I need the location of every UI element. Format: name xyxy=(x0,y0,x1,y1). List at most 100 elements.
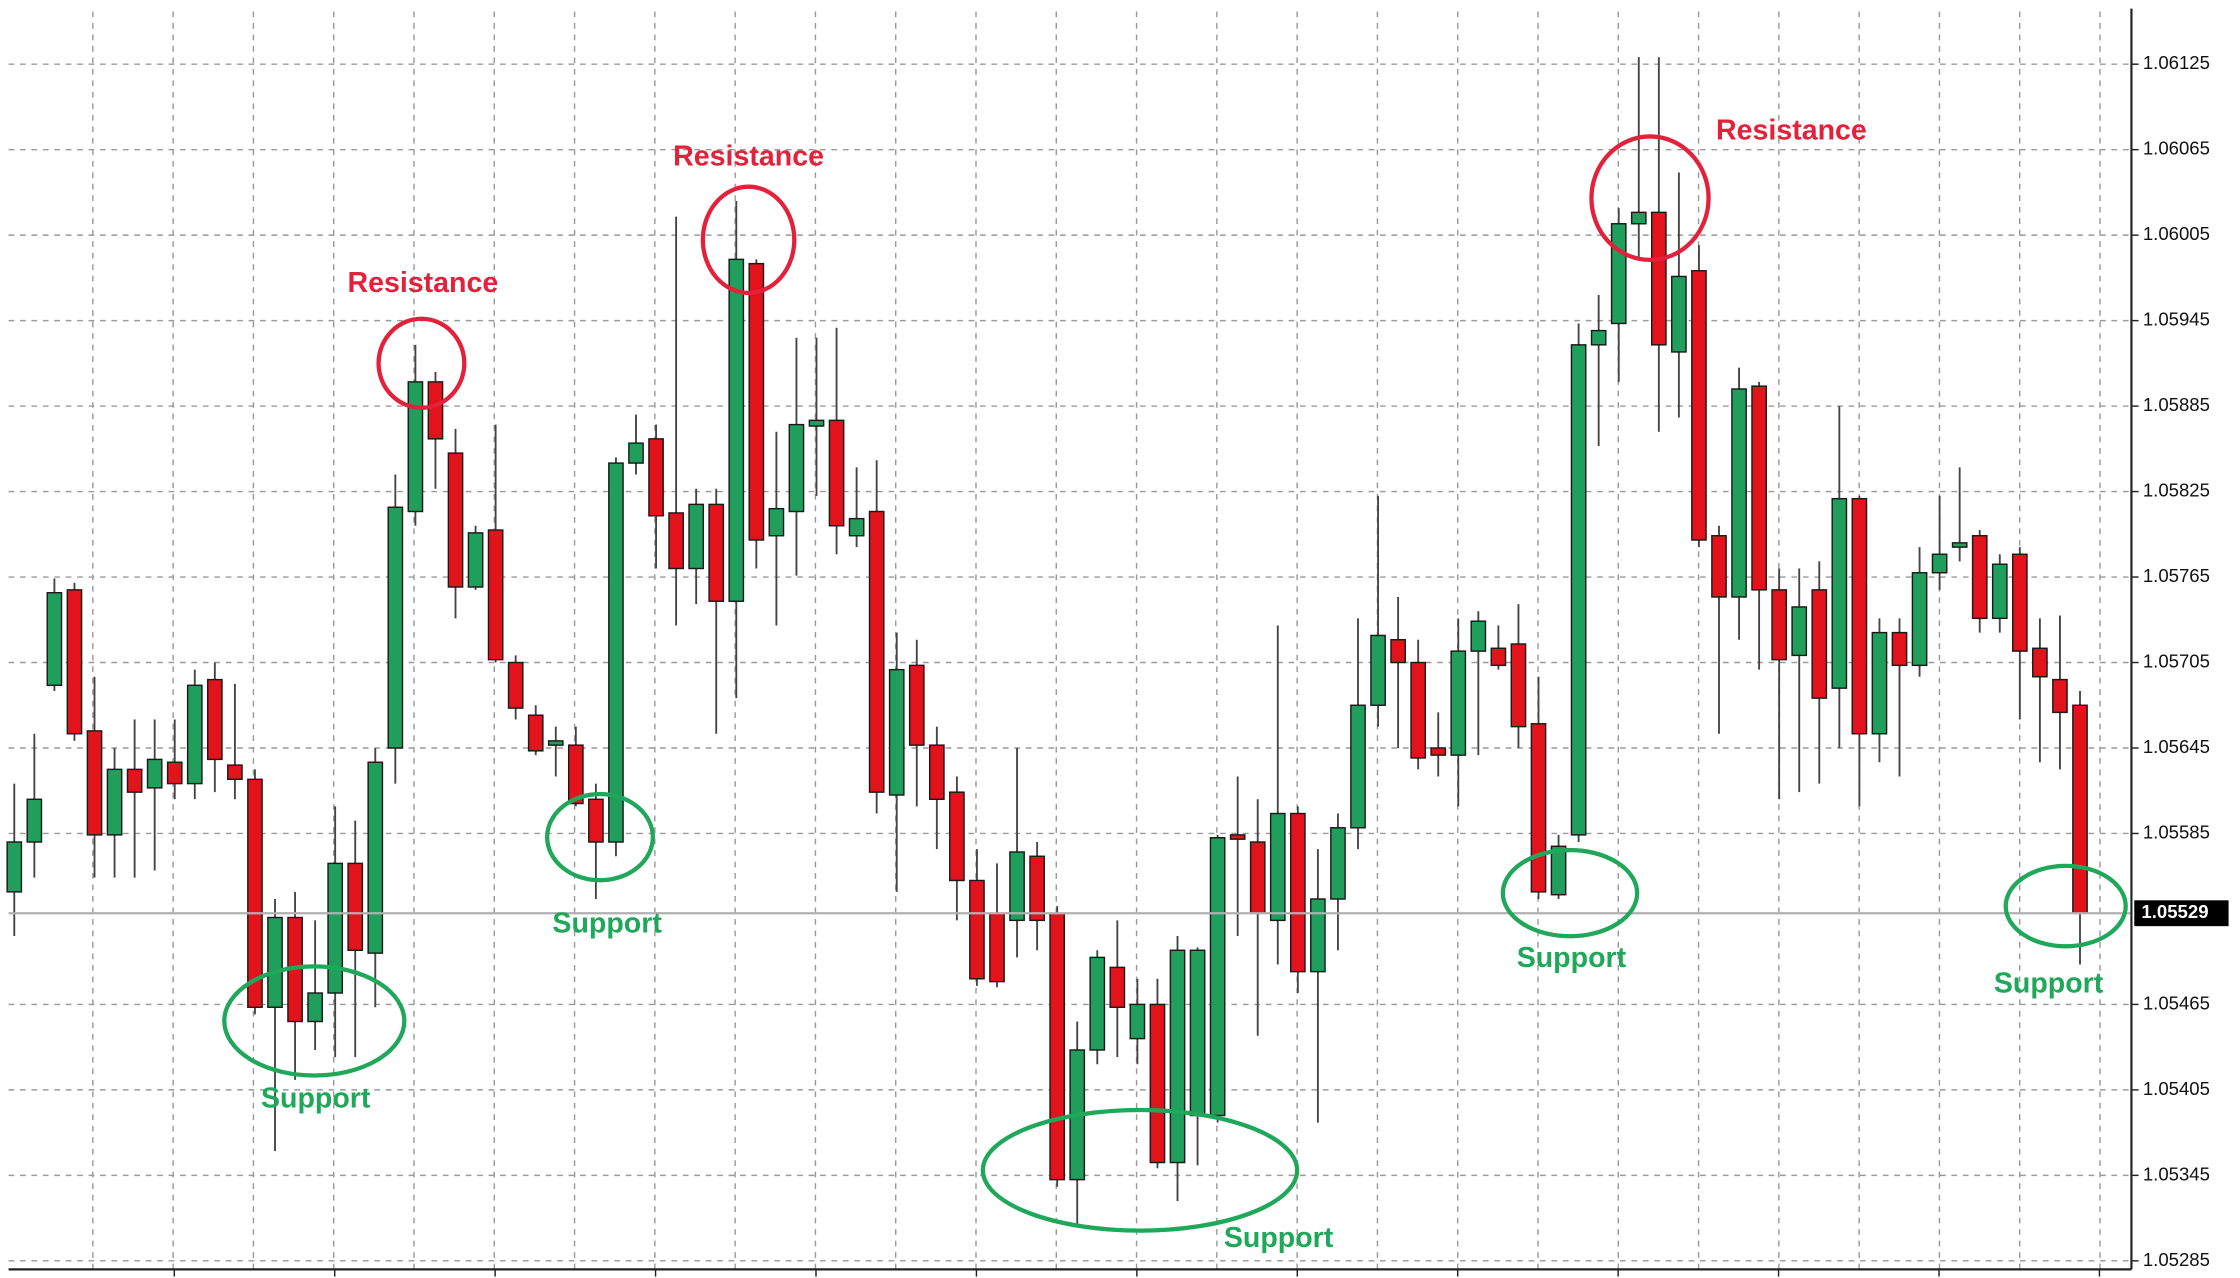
candle-body xyxy=(46,591,63,687)
y-tick-label: 1.05705 xyxy=(2143,650,2210,671)
candle-body xyxy=(307,992,323,1023)
annotation-text: Support xyxy=(552,907,662,939)
candle-body xyxy=(1951,542,1968,548)
y-tick-label: 1.06125 xyxy=(2143,52,2210,73)
candle-body xyxy=(1911,572,1928,667)
candle-body xyxy=(1570,344,1587,836)
annotation-ellipse xyxy=(2003,863,2128,949)
candle-body xyxy=(327,862,344,994)
candle-body xyxy=(26,798,43,843)
candle-body xyxy=(507,661,524,709)
candle-body xyxy=(969,879,985,980)
candle-body xyxy=(888,668,905,796)
candle-body xyxy=(1169,949,1186,1164)
candle-body xyxy=(928,744,945,800)
candle-body xyxy=(1771,589,1788,661)
candle-body xyxy=(1209,837,1226,1117)
candle-body xyxy=(1671,275,1687,353)
annotations: Resistance Resistance Resistance Support Sup… xyxy=(222,115,2128,1254)
candle-body xyxy=(1630,211,1647,225)
last-price-label: 1.05529 xyxy=(2141,901,2208,922)
y-tick-label: 1.05585 xyxy=(2143,821,2210,842)
candle-body xyxy=(487,529,504,661)
candle-body xyxy=(1410,661,1427,759)
candle-body xyxy=(828,419,845,527)
candle-body xyxy=(949,791,965,882)
candle-body xyxy=(688,503,705,570)
candle-body xyxy=(1129,1003,1146,1040)
candle-body xyxy=(1891,631,1908,667)
y-tick-label: 1.05765 xyxy=(2143,565,2210,586)
candle-body xyxy=(1811,589,1828,699)
candle-body xyxy=(86,730,103,836)
candle-body xyxy=(1009,851,1025,922)
y-tick-label: 1.05945 xyxy=(2143,309,2210,330)
candle-body xyxy=(908,664,925,746)
annotation-text: Support xyxy=(1517,942,1627,974)
annotation-ellipse xyxy=(980,1107,1300,1233)
candle-body xyxy=(1109,966,1126,1008)
candle-body xyxy=(1691,270,1707,541)
candle-body xyxy=(1490,647,1507,667)
candle-body xyxy=(1971,535,1988,620)
candle-body xyxy=(668,512,684,570)
y-tick-label: 1.06065 xyxy=(2143,138,2210,159)
candle-body xyxy=(1871,631,1888,735)
candle-body xyxy=(166,761,183,785)
candle-body xyxy=(648,438,664,517)
y-tick-label: 1.05645 xyxy=(2143,736,2210,757)
candle-body xyxy=(1049,912,1066,1181)
candle-body xyxy=(186,684,203,785)
candle-body xyxy=(527,714,544,752)
candle-body xyxy=(347,862,364,951)
y-tick-label: 1.05465 xyxy=(2143,992,2210,1013)
candle-body xyxy=(1450,650,1467,756)
candle-body xyxy=(367,761,384,954)
candle-body xyxy=(547,740,564,746)
candle-body xyxy=(1751,385,1767,591)
y-tick-label: 1.05825 xyxy=(2143,479,2210,500)
candle-body xyxy=(247,778,263,1008)
candle-body xyxy=(1470,620,1487,652)
candle-body xyxy=(868,510,885,793)
candle-body xyxy=(206,678,223,761)
candle-body xyxy=(106,768,123,836)
candle-body xyxy=(1269,812,1286,922)
candle-body xyxy=(447,452,464,588)
candles xyxy=(6,57,2132,1224)
annotation-text: Support xyxy=(1994,968,2104,1000)
candle-body xyxy=(267,916,283,1008)
annotation-text: Resistance xyxy=(1716,115,1867,147)
candle-body xyxy=(728,258,745,602)
candle-body xyxy=(788,423,805,513)
annotation-ellipse xyxy=(222,964,407,1078)
candle-body xyxy=(227,764,243,781)
last-price-box xyxy=(2134,900,2229,927)
annotation-ellipse xyxy=(1500,847,1640,939)
candle-body xyxy=(407,381,424,513)
candle-body xyxy=(146,758,163,789)
candle-body xyxy=(1991,563,2008,620)
candle-body xyxy=(1931,553,1948,574)
candle-body xyxy=(467,532,484,588)
candle-body xyxy=(608,462,624,843)
candle-body xyxy=(1851,497,1868,735)
candle-body xyxy=(808,419,825,427)
annotation-text: Support xyxy=(1224,1222,1334,1254)
candle-body xyxy=(1370,634,1386,706)
candle-body xyxy=(1089,956,1106,1051)
candle-body xyxy=(1249,841,1266,914)
candle-body xyxy=(1791,606,1808,657)
annotation-ellipse xyxy=(376,316,467,410)
candle-body xyxy=(567,744,584,805)
candle-body xyxy=(1330,827,1346,900)
y-tick-label: 1.05285 xyxy=(2143,1249,2210,1270)
y-tick-label: 1.05345 xyxy=(2143,1163,2210,1184)
candle-body xyxy=(427,381,444,440)
candle-body xyxy=(1731,388,1747,598)
candle-body xyxy=(768,507,785,537)
candle-body xyxy=(588,798,604,843)
y-tick-label: 1.05885 xyxy=(2143,394,2210,415)
